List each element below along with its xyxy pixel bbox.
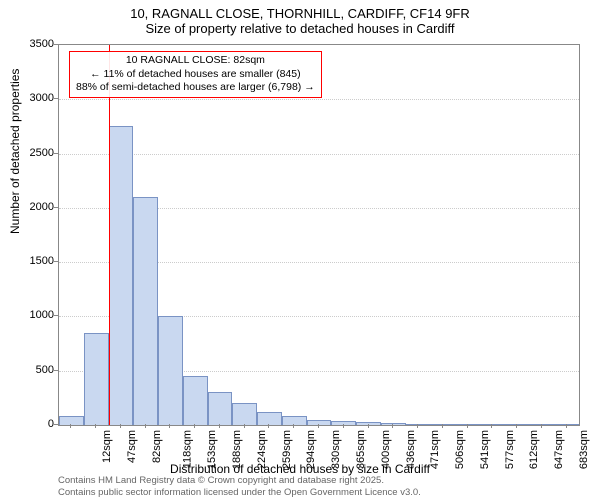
y-tick-label: 3500 (14, 38, 54, 50)
property-marker-line (109, 45, 110, 425)
y-tick-label: 500 (14, 364, 54, 376)
histogram-bar (232, 403, 257, 425)
chart-container: 10, RAGNALL CLOSE, THORNHILL, CARDIFF, C… (0, 0, 600, 500)
histogram-bar (331, 421, 356, 425)
y-tick-mark (54, 44, 58, 45)
x-tick-mark (318, 424, 319, 428)
x-tick-mark (541, 424, 542, 428)
title-line-1: 10, RAGNALL CLOSE, THORNHILL, CARDIFF, C… (0, 6, 600, 21)
histogram-bar (430, 424, 455, 425)
x-tick-mark (145, 424, 146, 428)
x-tick-mark (566, 424, 567, 428)
histogram-bar (356, 422, 381, 425)
histogram-bar (257, 412, 282, 425)
histogram-bar (208, 392, 233, 425)
x-tick-mark (491, 424, 492, 428)
y-tick-mark (54, 153, 58, 154)
x-tick-mark (516, 424, 517, 428)
histogram-bar (529, 424, 554, 425)
x-tick-mark (368, 424, 369, 428)
y-tick-mark (54, 315, 58, 316)
y-tick-label: 2000 (14, 201, 54, 213)
x-tick-mark (442, 424, 443, 428)
histogram-bar (455, 424, 480, 425)
x-tick-mark (169, 424, 170, 428)
y-tick-mark (54, 370, 58, 371)
grid-line (59, 154, 579, 155)
x-tick-mark (194, 424, 195, 428)
x-tick-mark (343, 424, 344, 428)
chart-footer: Contains HM Land Registry data © Crown c… (58, 475, 421, 498)
x-tick-mark (244, 424, 245, 428)
chart-title: 10, RAGNALL CLOSE, THORNHILL, CARDIFF, C… (0, 0, 600, 36)
x-tick-label: 82sqm (151, 430, 163, 463)
y-tick-label: 0 (14, 418, 54, 430)
y-tick-label: 1000 (14, 309, 54, 321)
histogram-bar (554, 424, 579, 425)
x-tick-mark (120, 424, 121, 428)
y-tick-label: 1500 (14, 255, 54, 267)
x-tick-mark (95, 424, 96, 428)
x-tick-mark (392, 424, 393, 428)
x-tick-mark (293, 424, 294, 428)
footer-line-1: Contains HM Land Registry data © Crown c… (58, 475, 421, 486)
grid-line (59, 99, 579, 100)
x-tick-mark (70, 424, 71, 428)
annotation-line: 10 RAGNALL CLOSE: 82sqm (76, 54, 315, 68)
y-tick-mark (54, 207, 58, 208)
histogram-bar (59, 416, 84, 425)
y-tick-mark (54, 261, 58, 262)
x-tick-mark (467, 424, 468, 428)
histogram-bar (183, 376, 208, 425)
x-tick-mark (417, 424, 418, 428)
title-line-2: Size of property relative to detached ho… (0, 21, 600, 36)
annotation-line: ← 11% of detached houses are smaller (84… (76, 68, 315, 82)
y-tick-mark (54, 98, 58, 99)
x-axis-title: Distribution of detached houses by size … (0, 462, 600, 476)
x-tick-mark (219, 424, 220, 428)
y-tick-label: 3000 (14, 92, 54, 104)
x-tick-mark (268, 424, 269, 428)
annotation-line: 88% of semi-detached houses are larger (… (76, 81, 315, 95)
histogram-bar (133, 197, 158, 425)
y-tick-label: 2500 (14, 147, 54, 159)
histogram-bar (158, 316, 183, 425)
histogram-bar (109, 126, 134, 425)
y-tick-mark (54, 424, 58, 425)
annotation-box: 10 RAGNALL CLOSE: 82sqm← 11% of detached… (69, 51, 322, 98)
footer-line-2: Contains public sector information licen… (58, 487, 421, 498)
x-tick-label: 47sqm (126, 430, 138, 463)
x-tick-label: 12sqm (101, 430, 113, 463)
plot-area: 10 RAGNALL CLOSE: 82sqm← 11% of detached… (58, 44, 580, 426)
histogram-bar (84, 333, 109, 425)
